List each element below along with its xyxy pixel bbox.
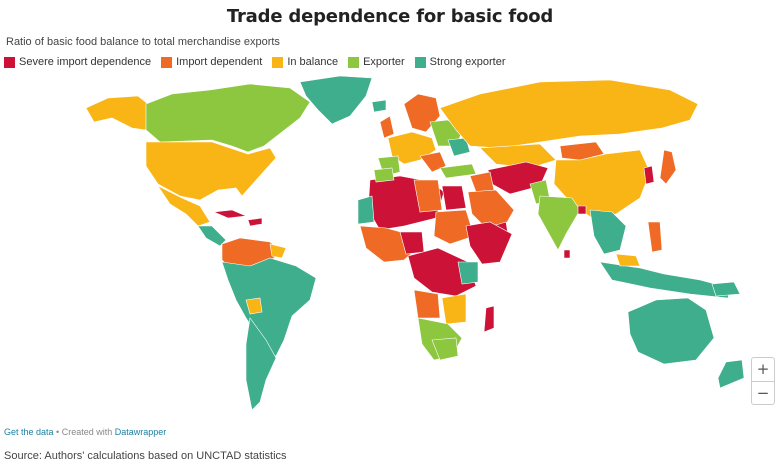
- chart-title: Trade dependence for basic food: [226, 6, 554, 27]
- datawrapper-link[interactable]: Datawrapper: [114, 427, 167, 437]
- region-iraq-syria[interactable]: [469, 171, 495, 193]
- legend-swatch: [161, 56, 173, 68]
- region-congo[interactable]: [413, 289, 441, 319]
- region-balkans[interactable]: [419, 151, 447, 173]
- region-ethiopia-somalia[interactable]: [465, 221, 513, 265]
- zoom-in-button[interactable]: +: [756, 360, 770, 379]
- region-bangladesh[interactable]: [577, 205, 587, 215]
- world-map[interactable]: [0, 72, 780, 417]
- region-kazakhstan[interactable]: [479, 143, 557, 169]
- legend-label: In balance: [287, 56, 339, 68]
- legend-item-import: Import dependent: [161, 56, 262, 68]
- legend: Severe import dependence Import dependen…: [4, 56, 516, 68]
- region-russia[interactable]: [439, 79, 699, 149]
- zoom-control: + −: [751, 357, 775, 405]
- region-libya[interactable]: [413, 179, 443, 213]
- region-greenland[interactable]: [299, 75, 373, 125]
- legend-label: Import dependent: [176, 56, 263, 68]
- region-south-africa[interactable]: [431, 337, 459, 361]
- region-canada[interactable]: [145, 83, 311, 153]
- region-morocco[interactable]: [373, 167, 395, 183]
- legend-item-exporter: Exporter: [348, 56, 405, 68]
- region-australia[interactable]: [627, 297, 715, 365]
- region-uk[interactable]: [379, 115, 395, 139]
- zoom-out-button[interactable]: −: [752, 380, 774, 405]
- region-caribbean[interactable]: [247, 217, 263, 227]
- region-cuba[interactable]: [212, 209, 248, 219]
- source-note: Source: Authors' calculations based on U…: [4, 450, 287, 462]
- footer-links: Get the data • Created with Datawrapper: [4, 427, 166, 437]
- legend-swatch: [414, 56, 426, 68]
- region-philippines[interactable]: [647, 221, 663, 253]
- region-png[interactable]: [711, 281, 741, 297]
- region-india[interactable]: [537, 195, 581, 251]
- region-chile-argentina[interactable]: [245, 317, 277, 411]
- region-sri-lanka[interactable]: [563, 249, 571, 259]
- region-korea[interactable]: [643, 165, 655, 185]
- region-mauritania[interactable]: [357, 195, 375, 225]
- region-sudan[interactable]: [433, 209, 475, 245]
- region-japan[interactable]: [659, 149, 677, 185]
- legend-label: Strong exporter: [429, 56, 506, 68]
- region-madagascar[interactable]: [483, 305, 495, 333]
- chart-subtitle: Ratio of basic food balance to total mer…: [6, 36, 280, 48]
- region-mexico[interactable]: [157, 185, 211, 227]
- region-guianas[interactable]: [269, 243, 287, 259]
- legend-swatch: [272, 56, 284, 68]
- legend-label: Severe import dependence: [19, 56, 152, 68]
- get-data-link[interactable]: Get the data: [4, 427, 54, 437]
- region-turkey[interactable]: [439, 163, 477, 179]
- region-kenya[interactable]: [457, 261, 479, 285]
- legend-swatch: [348, 56, 360, 68]
- region-tanzania[interactable]: [441, 293, 467, 325]
- legend-swatch: [4, 56, 15, 68]
- created-with-text: • Created with: [53, 427, 115, 437]
- region-brazil-peru[interactable]: [221, 257, 317, 357]
- region-alaska[interactable]: [85, 95, 149, 131]
- region-usa[interactable]: [145, 141, 277, 201]
- region-iceland[interactable]: [371, 99, 387, 113]
- region-central-america[interactable]: [197, 225, 227, 247]
- legend-item-strong: Strong exporter: [414, 56, 506, 68]
- legend-item-severe: Severe import dependence: [4, 56, 151, 68]
- region-indonesia[interactable]: [599, 261, 731, 299]
- region-bolivia[interactable]: [245, 297, 263, 315]
- region-ukraine[interactable]: [447, 137, 471, 157]
- region-southeast-asia[interactable]: [589, 209, 627, 255]
- region-new-zealand[interactable]: [717, 359, 745, 389]
- legend-label: Exporter: [363, 56, 405, 68]
- region-central-africa[interactable]: [407, 247, 477, 297]
- legend-item-balance: In balance: [272, 56, 338, 68]
- region-egypt[interactable]: [441, 185, 467, 211]
- region-malaysia[interactable]: [615, 253, 641, 267]
